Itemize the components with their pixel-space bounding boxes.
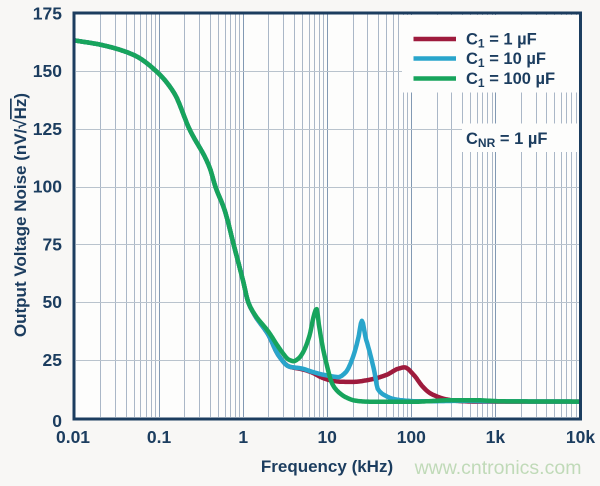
- svg-text:Output Voltage Noise (nV/√Hz): Output Voltage Noise (nV/√Hz): [11, 93, 30, 337]
- svg-text:0: 0: [52, 411, 62, 431]
- svg-text:75: 75: [43, 234, 63, 254]
- svg-text:0.01: 0.01: [56, 427, 90, 447]
- svg-text:C1 = 10 µF: C1 = 10 µF: [466, 50, 546, 70]
- svg-text:10k: 10k: [566, 427, 595, 447]
- svg-text:0.1: 0.1: [147, 427, 172, 447]
- svg-text:100: 100: [33, 177, 62, 197]
- svg-text:150: 150: [33, 61, 62, 81]
- svg-text:175: 175: [33, 4, 62, 24]
- svg-text:Frequency (kHz): Frequency (kHz): [261, 457, 393, 476]
- svg-text:1k: 1k: [486, 427, 506, 447]
- svg-text:C1 = 100 µF: C1 = 100 µF: [466, 70, 555, 90]
- svg-text:C1 = 1 µF: C1 = 1 µF: [466, 31, 537, 51]
- svg-text:125: 125: [33, 119, 62, 139]
- svg-text:100: 100: [397, 427, 426, 447]
- svg-text:www.cntronics.com: www.cntronics.com: [414, 457, 582, 479]
- svg-text:10: 10: [317, 427, 337, 447]
- svg-text:1: 1: [238, 427, 248, 447]
- svg-text:50: 50: [43, 292, 63, 312]
- svg-text:25: 25: [43, 350, 63, 370]
